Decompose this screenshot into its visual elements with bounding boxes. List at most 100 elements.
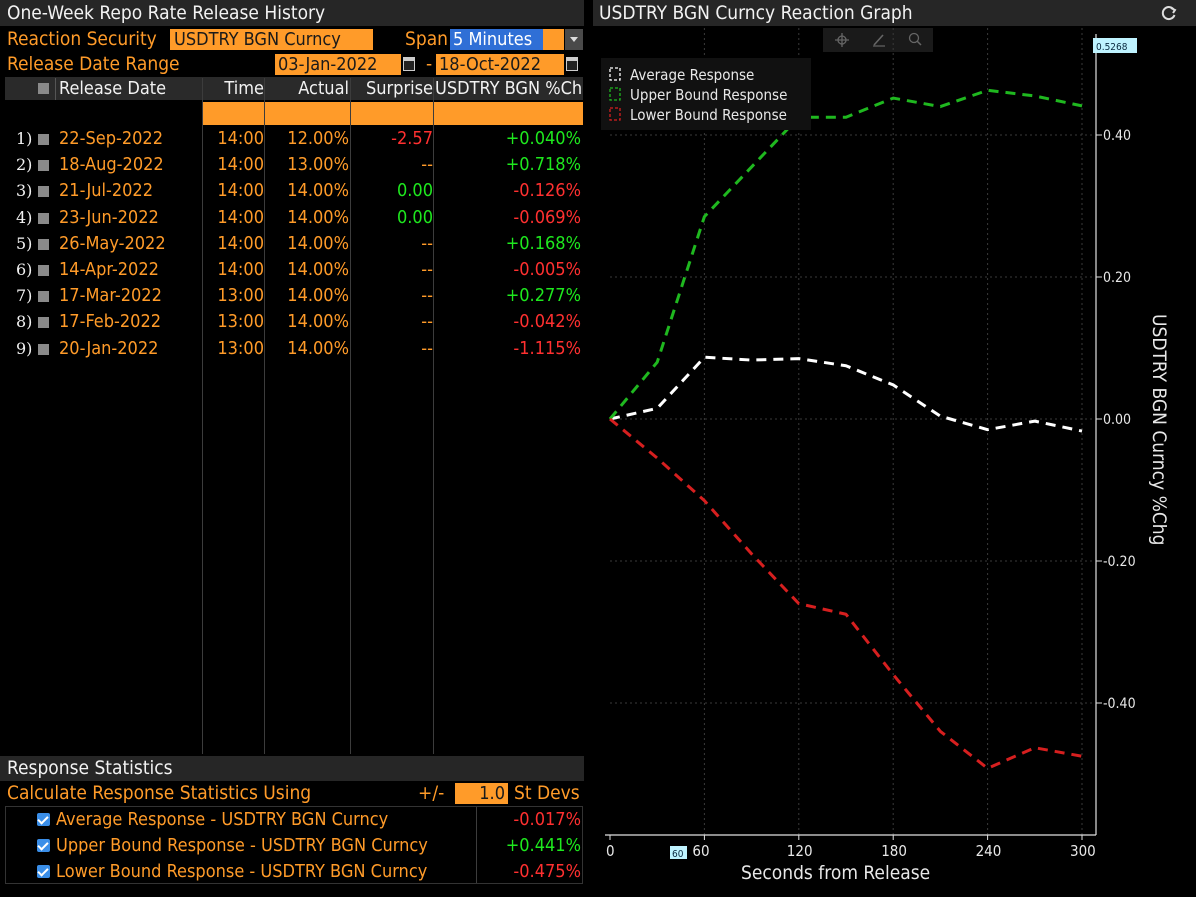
y-tick-label: -0.20 — [1103, 554, 1136, 570]
row-time: 13:00 — [217, 285, 264, 307]
legend-swatch — [609, 107, 621, 121]
chart-grid — [610, 28, 1095, 835]
table-row[interactable]: 7) 17-Mar-2022 13:00 14.00% -- +0.277% — [0, 283, 583, 309]
legend-label: Upper Bound Response — [630, 86, 787, 104]
select-all-checkbox[interactable] — [38, 83, 49, 94]
calendar-icon[interactable] — [566, 57, 578, 71]
x-tick-label: 180 — [881, 842, 907, 860]
cursor-x-tag — [670, 846, 687, 859]
reaction-security-label: Reaction Security — [7, 28, 157, 50]
row-actual: 14.00% — [287, 206, 349, 228]
row-actual: 14.00% — [287, 337, 349, 359]
table-row[interactable]: 6) 14-Apr-2022 14:00 14.00% -- -0.005% — [0, 257, 583, 283]
row-chg: +0.718% — [505, 154, 581, 176]
stats-row[interactable]: Lower Bound Response - USDTRY BGN Curncy… — [0, 859, 583, 885]
pencil-icon[interactable] — [870, 31, 888, 49]
row-release-date: 18-Aug-2022 — [59, 154, 164, 176]
col-divider — [433, 78, 434, 754]
row-time: 14:00 — [217, 259, 264, 280]
stats-row[interactable]: Upper Bound Response - USDTRY BGN Curncy… — [0, 833, 583, 859]
span-select[interactable]: 5 Minutes — [450, 29, 564, 50]
row-time: 13:00 — [217, 311, 264, 333]
row-checkbox[interactable] — [38, 238, 49, 250]
row-time: 14:00 — [217, 180, 264, 202]
chart-legend: Average Response Upper Bound Response Lowe… — [601, 58, 811, 130]
table-row[interactable]: 9) 20-Jan-2022 13:00 14.00% -- -1.115% — [0, 336, 583, 362]
row-time: 13:00 — [217, 337, 264, 359]
row-checkbox[interactable] — [38, 265, 49, 276]
reaction-security-field[interactable]: USDTRY BGN Curncy — [170, 29, 373, 50]
chevron-down-icon[interactable] — [565, 29, 583, 50]
zoom-icon[interactable] — [906, 31, 924, 49]
row-chg: -0.126% — [513, 180, 581, 202]
row-index: 1) — [16, 129, 33, 148]
y-axis-title: USDTRY BGN Curncy %Chg — [1148, 314, 1170, 545]
chart-series — [608, 88, 1083, 770]
row-checkbox[interactable] — [38, 343, 49, 355]
stats-box — [5, 806, 583, 884]
row-release-date: 20-Jan-2022 — [59, 337, 159, 359]
table-row[interactable]: 8) 17-Feb-2022 13:00 14.00% -- -0.042% — [0, 309, 583, 335]
stats-checkbox[interactable] — [37, 865, 50, 878]
row-surprise: 0.00 — [396, 180, 433, 202]
col-chg[interactable]: USDTRY BGN %Chg — [435, 78, 583, 99]
stats-label: Lower Bound Response - USDTRY BGN Curncy — [56, 861, 428, 882]
span-select-value: 5 Minutes — [450, 29, 543, 50]
stats-checkbox[interactable] — [37, 839, 50, 852]
row-surprise: -- — [421, 337, 433, 359]
row-index: 2) — [16, 155, 33, 175]
col-time[interactable]: Time — [224, 78, 264, 99]
row-release-date: 23-Jun-2022 — [59, 206, 159, 228]
series-line-upper — [608, 88, 1083, 420]
date-from-field[interactable]: 03-Jan-2022 — [275, 54, 401, 75]
row-release-date: 17-Feb-2022 — [59, 311, 162, 333]
reaction-chart[interactable]: 0.40 0.20 0.00 -0.20 -0.40 0 60 120 180 240 300 Sec… — [593, 26, 1196, 897]
row-checkbox[interactable] — [38, 134, 49, 145]
row-surprise: -- — [421, 311, 433, 333]
row-checkbox[interactable] — [38, 212, 49, 224]
page-title: One-Week Repo Rate Release History — [7, 2, 326, 24]
row-checkbox[interactable] — [38, 317, 49, 329]
x-tick-label: 0 — [606, 842, 615, 860]
date-to-field[interactable]: 18-Oct-2022 — [436, 54, 564, 75]
col-surprise[interactable]: Surprise — [365, 78, 433, 99]
row-index: 9) — [16, 338, 33, 358]
row-checkbox[interactable] — [38, 186, 49, 198]
stats-row[interactable]: Average Response - USDTRY BGN Curncy -0.0… — [0, 807, 583, 833]
table-row[interactable]: 3) 21-Jul-2022 14:00 14.00% 0.00 -0.126% — [0, 178, 583, 204]
table-row[interactable]: 1) 22-Sep-2022 14:00 12.00% -2.57 +0.040% — [0, 126, 583, 152]
x-tick-label: 300 — [1070, 842, 1096, 860]
row-actual: 12.00% — [287, 128, 349, 149]
row-checkbox[interactable] — [38, 160, 49, 172]
row-time: 14:00 — [217, 128, 264, 149]
plus-minus-label: +/- — [418, 782, 445, 804]
row-index: 4) — [16, 207, 33, 227]
row-chg: -0.005% — [513, 259, 581, 280]
calendar-icon[interactable] — [403, 57, 415, 71]
table-row[interactable]: 5) 26-May-2022 14:00 14.00% -- +0.168% — [0, 231, 583, 257]
row-time: 14:00 — [217, 232, 264, 254]
row-surprise: -- — [421, 232, 433, 254]
row-index: 7) — [16, 286, 33, 306]
span-label: Span — [405, 28, 449, 50]
refresh-icon[interactable] — [1159, 3, 1179, 23]
row-actual: 14.00% — [287, 232, 349, 254]
row-surprise: -- — [421, 259, 433, 280]
col-release-date[interactable]: Release Date — [59, 78, 167, 99]
y-tick-label: 0.40 — [1103, 128, 1131, 144]
stats-checkbox[interactable] — [37, 813, 50, 826]
table-row[interactable]: 4) 23-Jun-2022 14:00 14.00% 0.00 -0.069% — [0, 205, 583, 231]
crosshair-icon[interactable] — [833, 31, 851, 49]
row-time: 14:00 — [217, 206, 264, 228]
col-actual[interactable]: Actual — [298, 78, 349, 99]
y-tick-label: 0.00 — [1103, 412, 1131, 428]
row-release-date: 14-Apr-2022 — [59, 259, 159, 280]
cursor-x-label: 60 — [672, 849, 684, 860]
table-row[interactable]: 2) 18-Aug-2022 14:00 13.00% -- +0.718% — [0, 152, 583, 178]
x-tick-label: 240 — [976, 842, 1002, 860]
row-index: 6) — [16, 260, 33, 279]
row-release-date: 22-Sep-2022 — [59, 128, 164, 149]
date-separator: - — [426, 53, 433, 75]
row-checkbox[interactable] — [38, 291, 49, 303]
st-devs-input[interactable]: 1.0 — [455, 783, 508, 804]
